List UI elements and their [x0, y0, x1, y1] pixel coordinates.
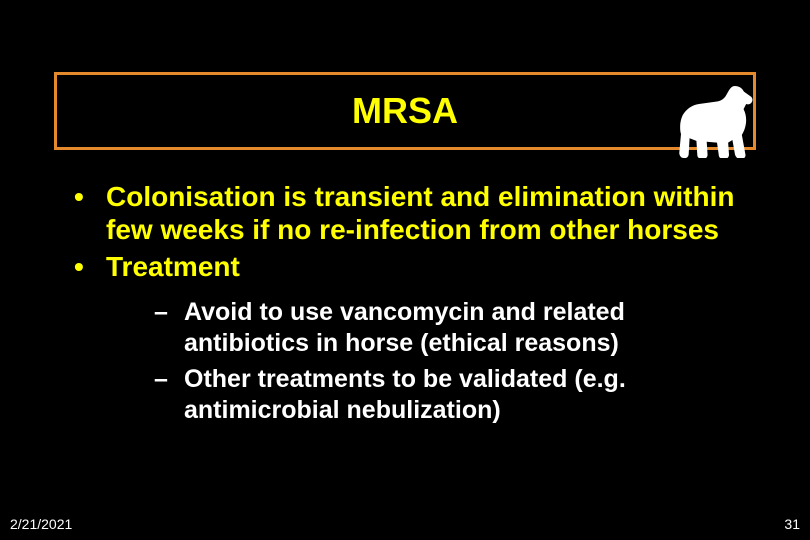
content-area: Colonisation is transient and eliminatio… — [64, 180, 754, 431]
sub-bullet-item: Avoid to use vancomycin and related anti… — [106, 297, 754, 358]
title-box: MRSA — [54, 72, 756, 150]
slide-title: MRSA — [352, 90, 458, 132]
sub-bullet-text: Avoid to use vancomycin and related anti… — [184, 298, 625, 357]
sub-bullet-text: Other treatments to be validated (e.g. a… — [184, 365, 626, 424]
bullet-item: Treatment Avoid to use vancomycin and re… — [64, 250, 754, 425]
bullet-item: Colonisation is transient and eliminatio… — [64, 180, 754, 246]
footer-date: 2/21/2021 — [10, 516, 72, 532]
horse-silhouette-icon — [668, 86, 754, 158]
sub-bullet-item: Other treatments to be validated (e.g. a… — [106, 364, 754, 425]
sub-bullet-list: Avoid to use vancomycin and related anti… — [106, 297, 754, 425]
slide: MRSA Colonisation is transient and elimi… — [0, 0, 810, 540]
footer-page-number: 31 — [784, 516, 800, 532]
bullet-list: Colonisation is transient and eliminatio… — [64, 180, 754, 425]
bullet-text: Treatment — [106, 251, 240, 282]
bullet-text: Colonisation is transient and eliminatio… — [106, 181, 734, 245]
